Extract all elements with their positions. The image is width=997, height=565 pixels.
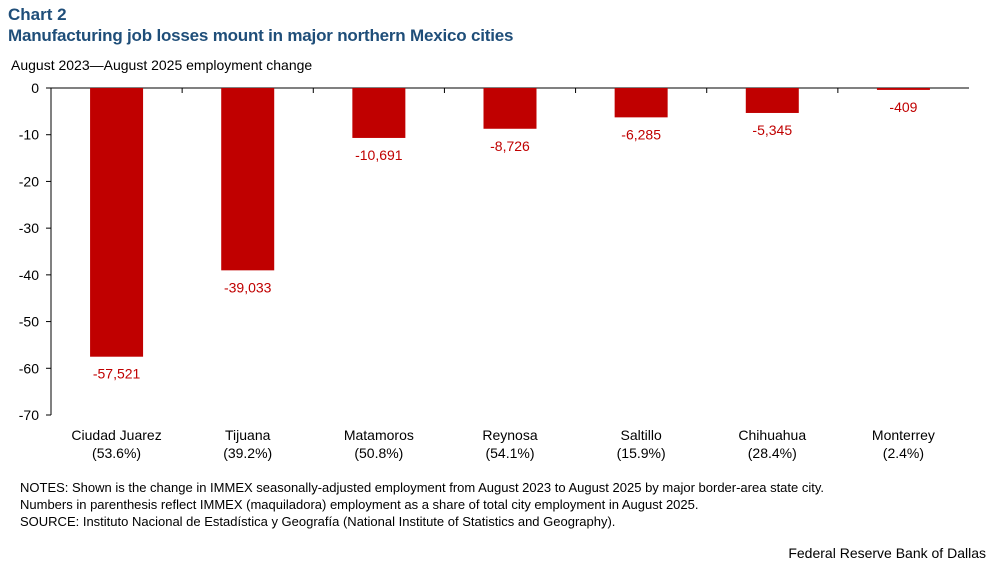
- category-label: Tijuana: [225, 427, 271, 443]
- category-share-label: (53.6%): [92, 445, 141, 461]
- category-share-label: (28.4%): [748, 445, 797, 461]
- y-tick-label: 0: [31, 80, 39, 96]
- bar-monterrey: [876, 88, 930, 90]
- chart-notes: NOTES: Shown is the change in IMMEX seas…: [20, 479, 980, 530]
- category-label: Chihuahua: [738, 427, 806, 443]
- source-line: SOURCE: Instituto Nacional de Estadístic…: [20, 514, 616, 529]
- category-label: Saltillo: [621, 427, 662, 443]
- bar-tijuana: [221, 88, 275, 271]
- category-share-label: (50.8%): [354, 445, 403, 461]
- bar-ciudad-juarez: [90, 88, 144, 357]
- category-label: Monterrey: [872, 427, 935, 443]
- data-label: -5,345: [752, 122, 792, 138]
- category-label: Reynosa: [482, 427, 537, 443]
- category-share-label: (39.2%): [223, 445, 272, 461]
- bar-chihuahua: [745, 88, 799, 113]
- chart-title: Manufacturing job losses mount in major …: [8, 26, 514, 45]
- notes-line-1: NOTES: Shown is the change in IMMEX seas…: [20, 480, 825, 495]
- y-axis-label: August 2023—August 2025 employment chang…: [11, 57, 313, 73]
- data-label: -57,521: [93, 366, 141, 382]
- data-label: -8,726: [490, 138, 530, 154]
- category-label: Matamoros: [344, 427, 414, 443]
- y-tick-label: -30: [19, 220, 39, 236]
- y-tick-label: -10: [19, 127, 39, 143]
- y-tick-label: -50: [19, 314, 39, 330]
- category-label: Ciudad Juarez: [71, 427, 161, 443]
- data-label: -409: [889, 99, 917, 115]
- chart-number: Chart 2: [8, 5, 67, 24]
- bar-chart: 0 -10 -20 -30 -40 -50 -60 -70 -57,521 Ciudad Juar…: [19, 80, 969, 461]
- footer-credit: Federal Reserve Bank of Dallas: [788, 545, 986, 561]
- data-label: -39,033: [224, 279, 272, 295]
- bar-saltillo: [614, 88, 668, 118]
- y-tick-label: -40: [19, 267, 39, 283]
- y-tick-label: -60: [19, 360, 39, 376]
- category-share-label: (2.4%): [883, 445, 924, 461]
- bar-reynosa: [483, 88, 537, 129]
- y-tick-label: -70: [19, 407, 39, 423]
- data-label: -6,285: [621, 126, 661, 142]
- data-label: -10,691: [355, 147, 403, 163]
- category-share-label: (54.1%): [485, 445, 534, 461]
- y-tick-label: -20: [19, 173, 39, 189]
- category-share-label: (15.9%): [617, 445, 666, 461]
- notes-line-2: Numbers in parenthesis reflect IMMEX (ma…: [20, 497, 699, 512]
- bar-matamoros: [352, 88, 406, 138]
